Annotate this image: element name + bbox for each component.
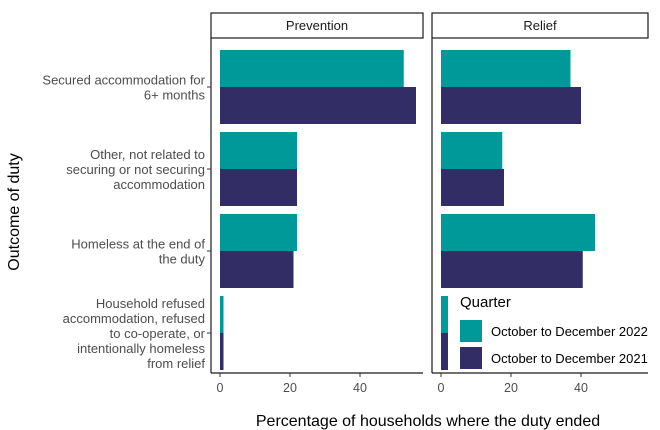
bar-prevention-october-to-december-2021 <box>220 251 294 288</box>
legend-title: Quarter <box>460 294 511 311</box>
legend-label-october-to-december-2022: October to December 2022 <box>491 324 648 339</box>
bar-prevention-october-to-december-2022 <box>220 296 224 333</box>
bar-relief-october-to-december-2021 <box>441 333 448 370</box>
bar-prevention-october-to-december-2022 <box>220 214 297 251</box>
bar-relief-october-to-december-2021 <box>441 251 583 288</box>
bar-prevention-october-to-december-2021 <box>220 169 297 206</box>
bar-prevention-october-to-december-2022 <box>220 132 297 169</box>
category-label: Secured accommodation for 6+ months <box>42 73 205 103</box>
x-tick-label: 40 <box>574 381 588 395</box>
bar-relief-october-to-december-2022 <box>441 50 571 87</box>
panel-relief: Relief 0 20 40 <box>431 12 649 395</box>
bar-prevention-october-to-december-2021 <box>220 333 224 370</box>
x-tick-label: 0 <box>438 381 445 395</box>
legend-label-october-to-december-2021: October to December 2021 <box>491 351 648 366</box>
category-labels: Secured accommodation for 6+ months Other,… <box>42 73 205 372</box>
panel-strip-prevention <box>210 12 424 39</box>
panel-title-relief: Relief <box>523 18 557 33</box>
legend-key-october-to-december-2021 <box>460 347 482 369</box>
category-label: Homeless at the end of the duty <box>71 237 205 267</box>
bar-relief-october-to-december-2022 <box>441 214 595 251</box>
x-tick-label: 20 <box>283 381 297 395</box>
category-label: Other, not related to securing or not sec… <box>66 147 205 192</box>
x-tick-label: 40 <box>353 381 367 395</box>
y-axis-title: Outcome of duty <box>6 153 23 270</box>
bar-prevention-october-to-december-2022 <box>220 50 404 87</box>
bar-relief-october-to-december-2021 <box>441 169 504 206</box>
bar-relief-october-to-december-2022 <box>441 132 503 169</box>
x-axis-title: Percentage of households where the duty … <box>256 413 600 430</box>
panel-strip-relief <box>431 12 649 39</box>
panels: Prevention 0 20 40 Relief 0 20 40 <box>207 12 649 395</box>
category-label: Household refused accommodation, refused t… <box>63 296 206 371</box>
legend-key-october-to-december-2022 <box>460 320 482 342</box>
bar-relief-october-to-december-2022 <box>441 296 448 333</box>
x-tick-label: 0 <box>217 381 224 395</box>
panel-prevention: Prevention 0 20 40 <box>207 12 424 395</box>
x-tick-label: 20 <box>504 381 518 395</box>
panel-title-prevention: Prevention <box>286 18 348 33</box>
bar-prevention-october-to-december-2021 <box>220 87 416 124</box>
legend-background <box>452 288 657 372</box>
legend: Quarter October to December 2022 October t… <box>452 288 657 372</box>
bar-relief-october-to-december-2021 <box>441 87 581 124</box>
